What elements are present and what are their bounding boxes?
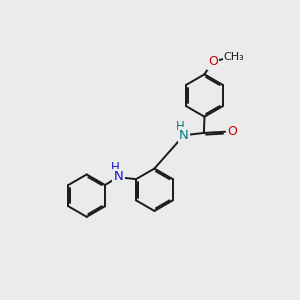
Text: CH₃: CH₃ <box>224 52 244 62</box>
Text: N: N <box>179 129 189 142</box>
Text: H: H <box>110 161 119 175</box>
Text: N: N <box>113 170 123 183</box>
Text: O: O <box>208 56 218 68</box>
Text: H: H <box>176 120 185 133</box>
Text: O: O <box>227 125 237 138</box>
